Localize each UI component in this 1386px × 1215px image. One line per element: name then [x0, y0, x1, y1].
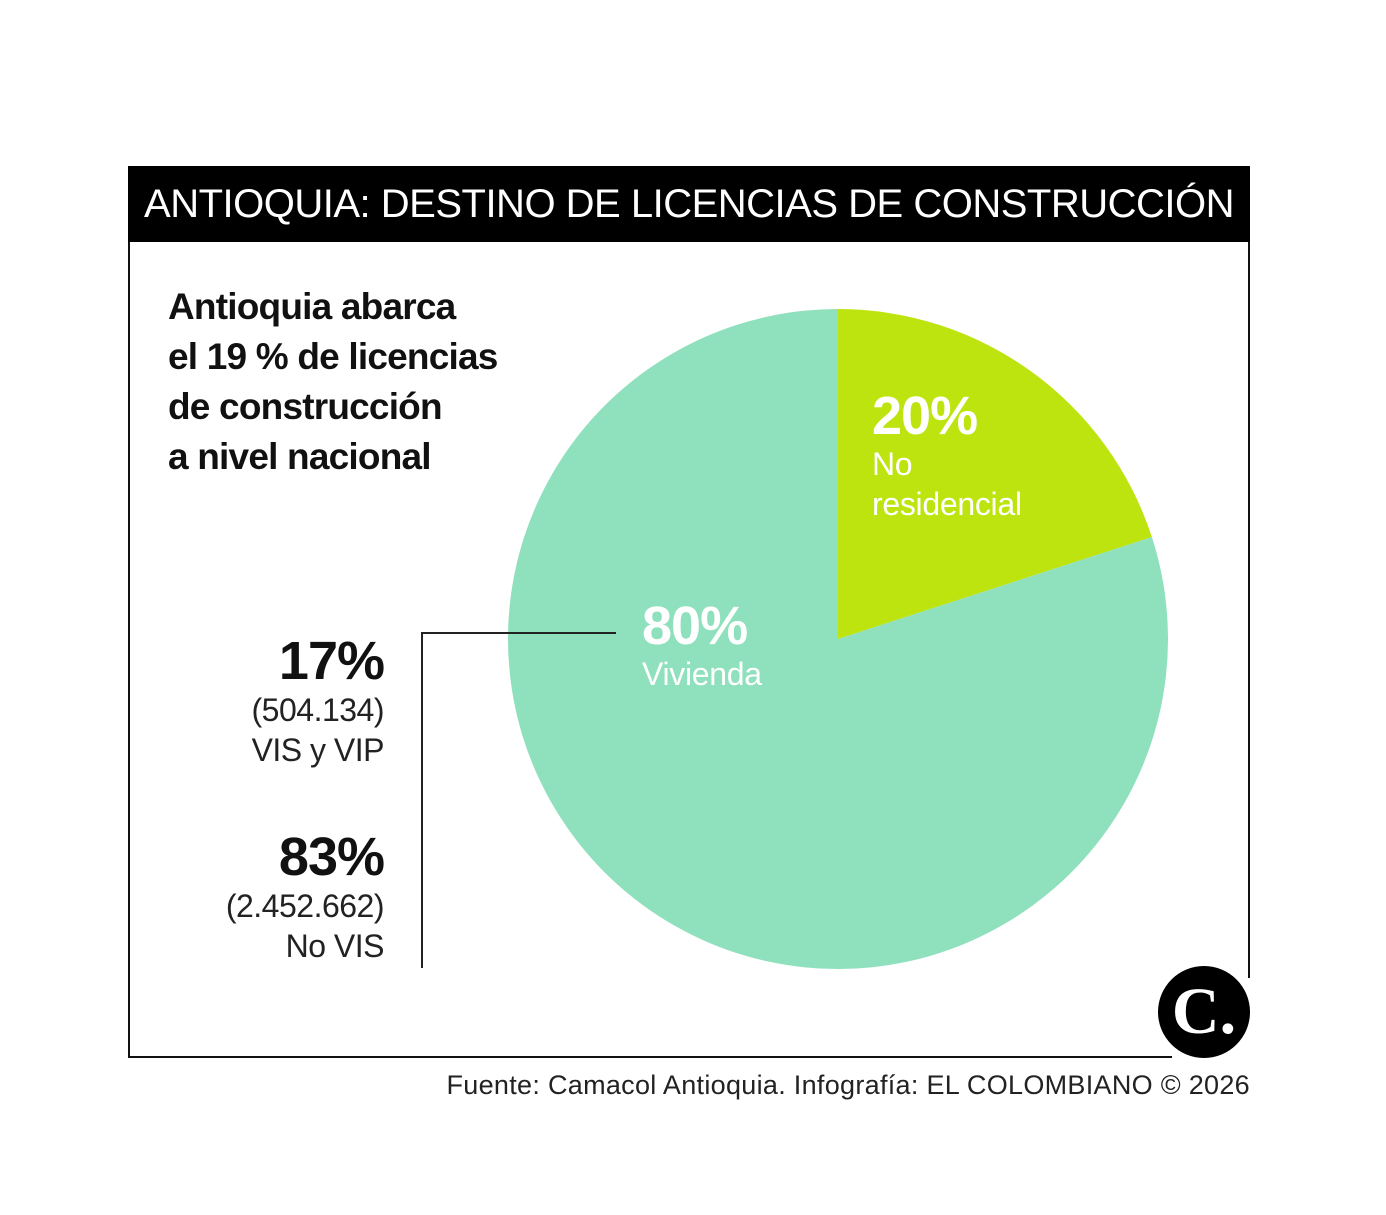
slice-name-line: No — [872, 446, 913, 482]
pie-slice-vivienda — [508, 309, 1168, 969]
slice-value-vivienda: 80% — [642, 596, 748, 656]
breakdown-label: No VIS — [285, 928, 385, 964]
headline-line: a nivel nacional — [168, 436, 432, 477]
headline-line: Antioquia abarca — [168, 286, 456, 327]
breakdown-count: (2.452.662) — [225, 888, 385, 924]
logo-text: C. — [1171, 975, 1237, 1048]
breakdown-pct: 83% — [278, 827, 385, 887]
breakdown-count: (504.134) — [251, 692, 385, 728]
slice-name-line: residencial — [872, 486, 1022, 522]
breakdown-no-vis: 83% (2.452.662) No VIS — [225, 827, 385, 966]
breakdown-pct: 17% — [278, 631, 385, 691]
breakdown-label: VIS y VIP — [251, 732, 385, 768]
bracket-line-horizontal — [421, 632, 616, 634]
title-bar: ANTIOQUIA: DESTINO DE LICENCIAS DE CONST… — [128, 166, 1250, 242]
el-colombiano-logo: C. — [1158, 966, 1250, 1058]
chart-title: ANTIOQUIA: DESTINO DE LICENCIAS DE CONST… — [144, 181, 1234, 226]
source-note: Fuente: Camacol Antioquia. Infografía: E… — [446, 1070, 1250, 1100]
headline-line: el 19 % de licencias — [168, 336, 498, 377]
slice-name-line: Vivienda — [642, 656, 762, 692]
chart-frame — [128, 166, 1250, 1058]
slice-label-no-residencial: 20% No residencial — [872, 388, 1092, 524]
breakdown-vis: 17% (504.134) VIS y VIP — [251, 631, 385, 770]
slice-value-no-residencial: 20% — [872, 386, 978, 446]
slice-label-vivienda: 80% Vivienda — [642, 598, 762, 694]
pie-slice-no-residencial — [838, 309, 1152, 639]
bracket-line-vertical — [421, 632, 423, 968]
frame-border-right — [1248, 166, 1250, 978]
frame-border-left — [128, 166, 130, 1058]
frame-border-bottom — [128, 1056, 1172, 1058]
headline: Antioquia abarca el 19 % de licencias de… — [168, 282, 568, 482]
headline-line: de construcción — [168, 386, 443, 427]
